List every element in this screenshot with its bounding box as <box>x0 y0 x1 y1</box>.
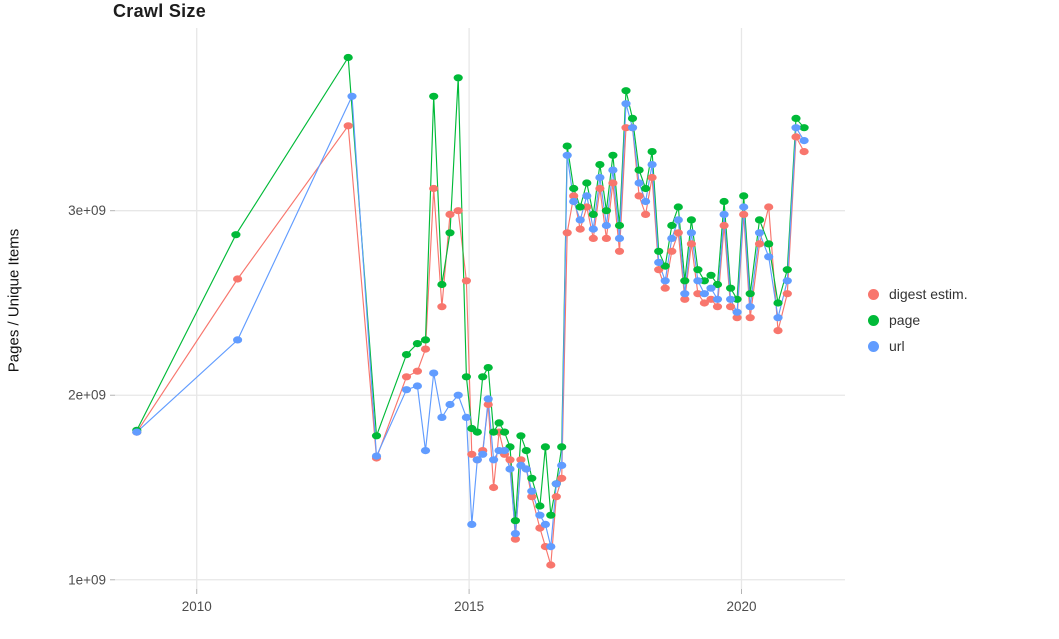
legend-item-digest-estim: digest estim. <box>868 286 968 302</box>
x-tick-label: 2020 <box>726 599 756 614</box>
series-points <box>132 53 809 569</box>
y-tick-label: 2e+09 <box>68 388 106 403</box>
legend-key-url-icon <box>868 340 879 352</box>
series-line-url <box>136 94 805 547</box>
series-lines <box>136 55 805 566</box>
legend-label-page: page <box>889 312 921 328</box>
axis-tick-labels: 1e+09 2e+09 3e+09 2010 2015 2020 <box>68 203 756 614</box>
x-tick-label: 2010 <box>182 599 212 614</box>
legend-label-digest-estim: digest estim. <box>889 286 968 302</box>
chart-title: Crawl Size <box>113 1 207 21</box>
y-tick-label: 1e+09 <box>68 572 106 587</box>
legend: digest estim. page url <box>868 286 968 354</box>
y-tick-label: 3e+09 <box>68 203 106 218</box>
legend-key-page-icon <box>868 314 879 326</box>
legend-item-url: url <box>868 338 968 354</box>
series-points-digest-estim <box>132 122 809 569</box>
series-points-url <box>132 92 809 551</box>
y-axis-title: Pages / Unique Items <box>5 228 23 373</box>
x-tick-label: 2015 <box>454 599 484 614</box>
legend-item-page: page <box>868 312 968 328</box>
legend-label-url: url <box>889 338 905 354</box>
legend-key-digest-estim-icon <box>868 288 879 300</box>
gridlines <box>115 28 845 589</box>
